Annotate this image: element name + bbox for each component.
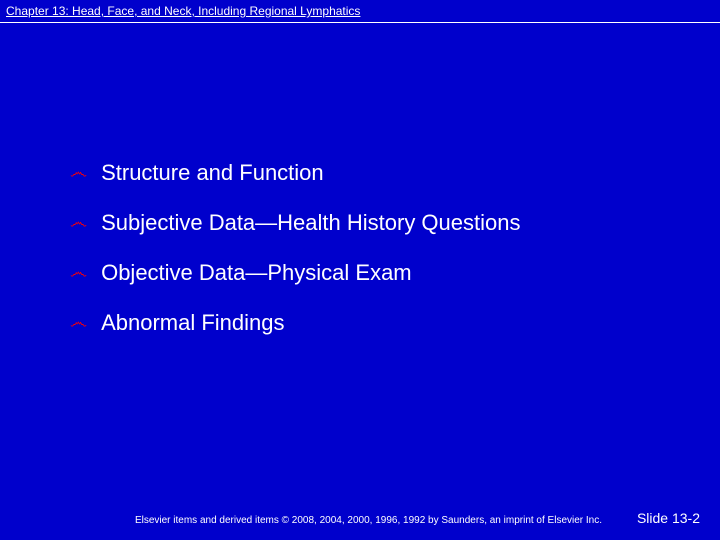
list-item: ෴ Abnormal Findings bbox=[70, 310, 680, 336]
bullet-text: Structure and Function bbox=[101, 160, 324, 186]
list-item: ෴ Subjective Data—Health History Questio… bbox=[70, 210, 680, 236]
copyright-text: Elsevier items and derived items © 2008,… bbox=[0, 515, 637, 526]
slide-number: Slide 13-2 bbox=[637, 510, 700, 526]
slide-footer: Elsevier items and derived items © 2008,… bbox=[0, 510, 720, 526]
bullet-text: Abnormal Findings bbox=[101, 310, 284, 336]
bullet-icon: ෴ bbox=[70, 163, 87, 181]
chapter-header: Chapter 13: Head, Face, and Neck, Includ… bbox=[0, 0, 720, 23]
bullet-icon: ෴ bbox=[70, 263, 87, 281]
bullet-text: Subjective Data—Health History Questions bbox=[101, 210, 520, 236]
bullet-icon: ෴ bbox=[70, 213, 87, 231]
list-item: ෴ Objective Data—Physical Exam bbox=[70, 260, 680, 286]
bullet-text: Objective Data—Physical Exam bbox=[101, 260, 412, 286]
bullet-list: ෴ Structure and Function ෴ Subjective Da… bbox=[70, 160, 680, 360]
list-item: ෴ Structure and Function bbox=[70, 160, 680, 186]
bullet-icon: ෴ bbox=[70, 313, 87, 331]
chapter-title: Chapter 13: Head, Face, and Neck, Includ… bbox=[6, 4, 360, 18]
